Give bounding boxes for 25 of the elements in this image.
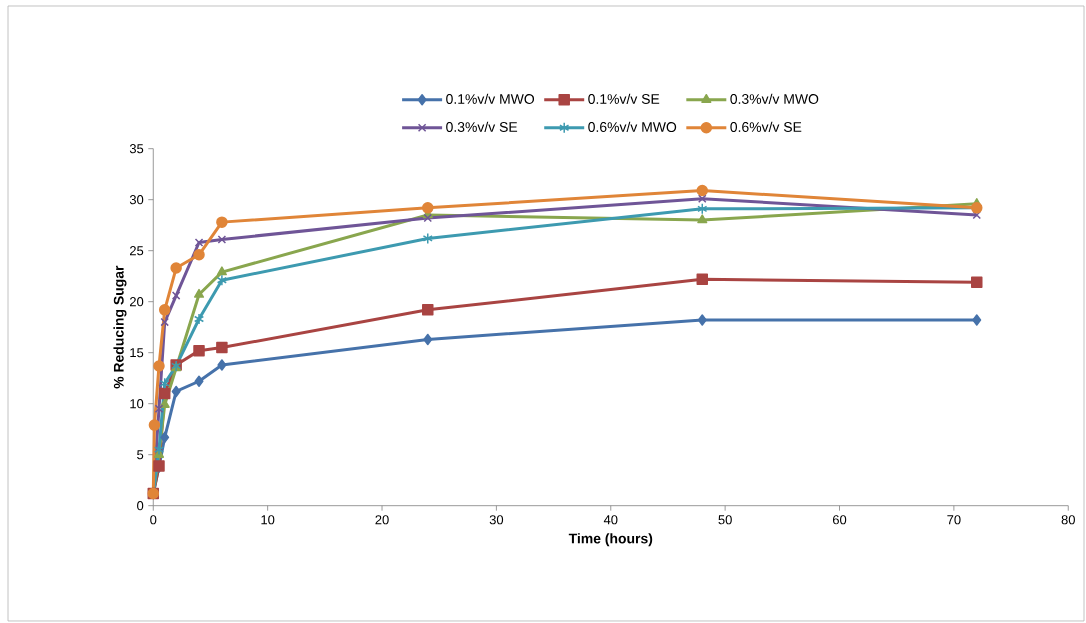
y-tick-label: 35 — [129, 144, 144, 154]
y-tick-label: 25 — [130, 246, 144, 256]
y-tick-label: 0 — [137, 501, 144, 511]
y-tick-label: 10 — [130, 399, 144, 409]
x-tick-label: 50 — [718, 515, 732, 525]
y-tick-label: 30 — [129, 195, 144, 205]
legend-label: 0.3%v/v SE — [446, 121, 518, 132]
x-tick-label: 70 — [947, 515, 961, 525]
legend-label: 0.1%v/v MWO — [446, 93, 535, 104]
x-axis-title: Time (hours) — [568, 533, 653, 547]
y-tick-label: 15 — [130, 348, 144, 358]
x-tick-label: 0 — [150, 515, 157, 525]
legend-label: 0.1%v/v SE — [588, 93, 660, 104]
x-tick-label: 30 — [489, 515, 504, 525]
legend-label: 0.6%v/v MWO — [588, 121, 677, 132]
x-tick-label: 20 — [375, 515, 389, 525]
y-tick-label: 5 — [137, 450, 144, 460]
x-tick-label: 10 — [261, 515, 275, 525]
legend-label: 0.3%v/v MWO — [730, 93, 819, 104]
y-tick-label: 20 — [130, 297, 144, 307]
x-tick-label: 40 — [603, 515, 618, 525]
x-tick-label: 60 — [832, 515, 847, 525]
x-tick-label: 80 — [1061, 515, 1075, 525]
y-axis-title: % Reducing Sugar — [113, 265, 127, 389]
legend-label: 0.6%v/v SE — [730, 121, 802, 132]
